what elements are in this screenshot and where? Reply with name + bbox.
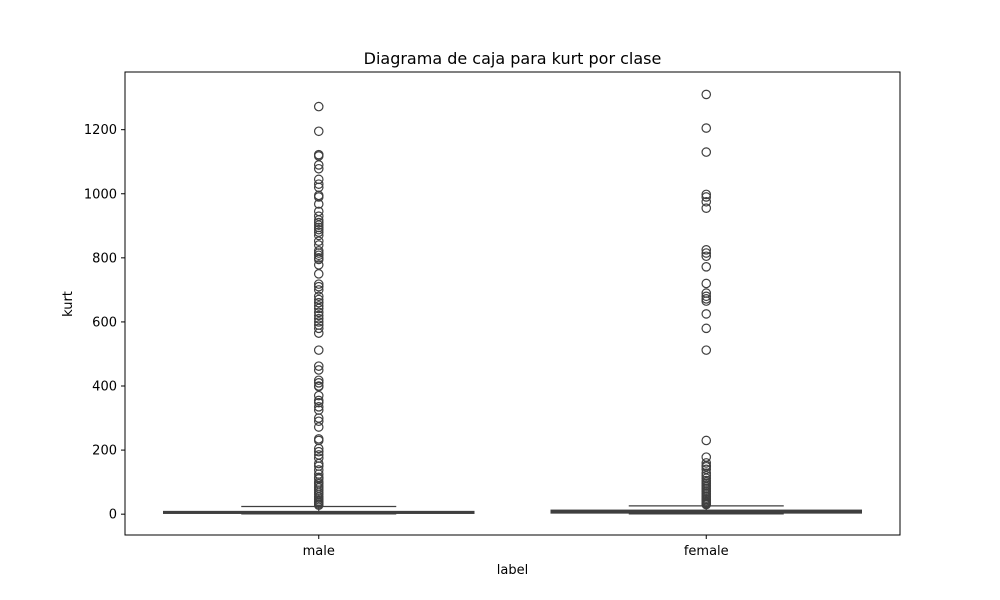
outlier-point — [701, 147, 712, 157]
outlier-point — [313, 378, 324, 388]
outlier-point — [313, 230, 324, 241]
outlier-point — [701, 248, 712, 258]
outlier-point — [701, 89, 712, 100]
outlier-point — [313, 179, 324, 189]
box-male — [163, 101, 475, 515]
outlier-point — [701, 262, 712, 272]
y-axis-label: kurt — [61, 291, 76, 317]
outlier-point — [313, 361, 324, 371]
outlier-point — [701, 458, 712, 468]
outlier-point — [313, 310, 324, 321]
outlier-point — [313, 250, 324, 261]
outlier-point — [701, 499, 712, 510]
outlier-point — [313, 402, 324, 412]
outlier-point — [701, 278, 712, 289]
chart-title: Diagrama de caja para kurt por clase — [364, 49, 662, 68]
outlier-point — [313, 101, 324, 112]
outlier-point — [313, 285, 324, 295]
y-tick-label: 800 — [92, 251, 117, 266]
outlier-point — [313, 279, 324, 289]
y-axis: 0 200 400 600 800 1000 1200 — [84, 123, 125, 523]
outlier-point — [313, 365, 324, 375]
outlier-point — [701, 203, 712, 213]
outlier-point — [313, 236, 324, 246]
outlier-point — [313, 375, 324, 386]
x-tick-label-male: male — [303, 544, 335, 559]
outlier-point — [313, 174, 324, 185]
outlier-point — [313, 328, 324, 338]
y-tick-label: 400 — [92, 380, 117, 395]
outlier-point — [313, 163, 324, 174]
x-tick-label-female: female — [684, 544, 729, 559]
box-female — [550, 89, 862, 515]
outlier-point — [313, 307, 324, 318]
y-tick-label: 0 — [109, 508, 117, 523]
outlier-point — [313, 291, 324, 302]
y-tick-label: 1200 — [84, 123, 117, 138]
outlier-point — [313, 192, 324, 202]
outlier-point — [313, 317, 324, 327]
outlier-point — [701, 435, 712, 446]
outlier-point — [701, 309, 712, 319]
outlier-point — [313, 126, 324, 137]
outlier-point — [313, 397, 324, 408]
outlier-point — [313, 416, 324, 427]
outlier-point — [313, 390, 324, 401]
outlier-point — [701, 345, 712, 355]
outlier-point — [313, 422, 324, 432]
y-tick-label: 1000 — [84, 187, 117, 202]
outlier-point — [313, 217, 324, 228]
y-tick-label: 600 — [92, 315, 117, 330]
outlier-point — [313, 281, 324, 292]
x-axis: male female — [303, 535, 729, 559]
outlier-point — [313, 297, 324, 308]
outlier-point — [313, 224, 324, 235]
outlier-point — [701, 291, 712, 302]
outlier-point — [313, 443, 324, 454]
outlier-point — [313, 458, 324, 469]
outlier-point — [313, 345, 324, 355]
outlier-point — [701, 192, 712, 202]
x-axis-label: label — [497, 563, 528, 578]
outlier-point — [313, 254, 324, 265]
outlier-point — [701, 251, 712, 262]
outlier-point — [701, 245, 712, 255]
outlier-point — [701, 296, 712, 306]
boxes-layer — [163, 89, 862, 515]
outlier-point — [313, 303, 324, 314]
outlier-point — [313, 199, 324, 209]
outlier-point — [313, 301, 324, 311]
outlier-point — [313, 215, 324, 225]
outlier-point — [313, 160, 324, 170]
outlier-point — [313, 269, 324, 279]
outlier-point — [701, 189, 712, 200]
y-tick-label: 200 — [92, 444, 117, 459]
outlier-point — [313, 500, 324, 511]
outlier-point — [313, 323, 324, 334]
outlier-point — [701, 323, 712, 334]
plot-area-frame — [124, 71, 901, 536]
outlier-point — [701, 196, 712, 207]
outlier-point — [313, 446, 324, 457]
outlier-point — [701, 123, 712, 133]
outlier-point — [313, 313, 324, 324]
